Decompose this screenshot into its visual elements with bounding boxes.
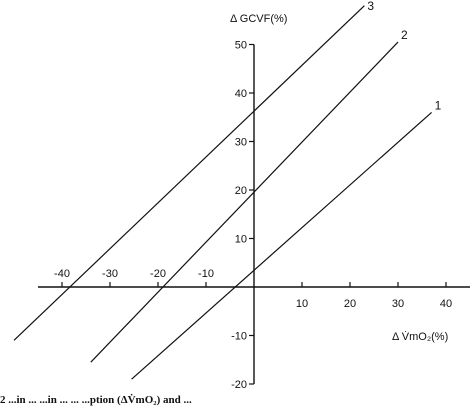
x-tick-label: -20 <box>150 268 166 280</box>
y-axis-title: Δ GCVF(%) <box>230 13 287 25</box>
series-label-3: 3 <box>367 0 374 13</box>
x-tick-label: -10 <box>198 268 214 280</box>
y-tick-label: 20 <box>235 185 247 197</box>
series-line-3 <box>13 5 365 341</box>
series-line-2 <box>90 41 399 363</box>
figure-caption: 2 ...in ... ...in ... ... ...ption (ΔV̇m… <box>0 394 192 406</box>
x-tick-label: -30 <box>102 268 118 280</box>
x-tick-label: 30 <box>392 298 404 310</box>
series-lines <box>13 5 432 380</box>
x-tick-label: -40 <box>54 268 70 280</box>
x-tick-label: 40 <box>440 298 452 310</box>
series-line-1 <box>131 111 432 380</box>
y-tick-label: -20 <box>231 379 247 391</box>
y-tick-label: 50 <box>235 40 247 52</box>
y-tick-label: 10 <box>235 234 247 246</box>
y-tick-label: 40 <box>235 88 247 100</box>
y-tick-label: 30 <box>235 137 247 149</box>
x-tick-label: 20 <box>344 298 356 310</box>
series-label-2: 2 <box>401 28 408 42</box>
x-tick-label: 10 <box>296 298 308 310</box>
x-axis-title: Δ V̇mO₂(%) <box>392 330 448 343</box>
y-ticks: 50 40 30 20 10 -10 -20 <box>231 40 254 391</box>
series-label-1: 1 <box>435 98 442 112</box>
series-labels: 1 2 3 <box>367 0 441 112</box>
y-tick-label: -10 <box>231 331 247 343</box>
x-ticks: -40 -30 -20 -10 10 20 30 40 <box>54 268 452 310</box>
